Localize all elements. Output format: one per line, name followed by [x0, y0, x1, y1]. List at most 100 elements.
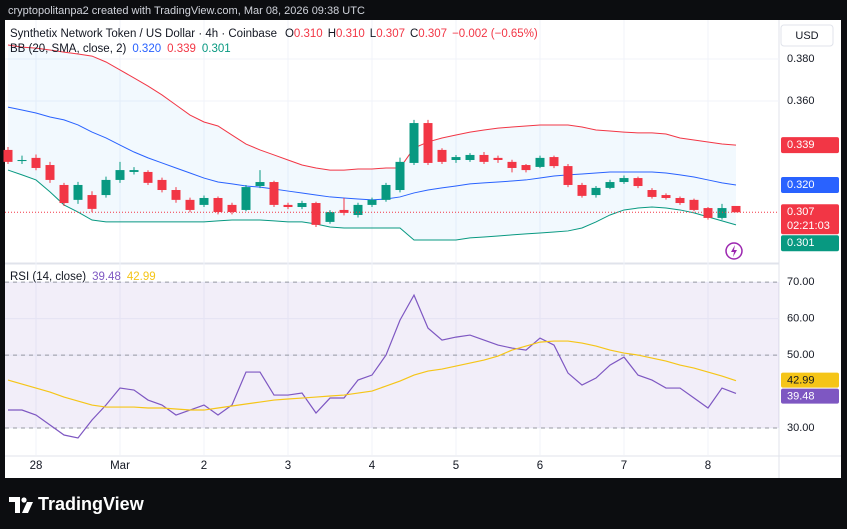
- candle-body: [535, 157, 545, 167]
- candle-body: [213, 197, 223, 213]
- y-tick-label: 60.00: [787, 313, 815, 325]
- candle-body: [521, 165, 531, 171]
- candle-body: [297, 203, 307, 208]
- candle-body: [339, 209, 349, 213]
- ohlc-value: 0.307: [376, 28, 405, 40]
- candle-body: [59, 184, 69, 204]
- rsi-line: [8, 293, 737, 439]
- badge-box: [781, 388, 839, 404]
- candle-body: [563, 166, 573, 185]
- badge-label: 39.48: [787, 391, 815, 403]
- candle-body: [31, 157, 41, 168]
- candle-body: [549, 157, 559, 167]
- candle-body: [129, 170, 139, 172]
- y-tick-label: 70.00: [787, 276, 815, 288]
- ohlc-value: 0.307: [418, 28, 447, 40]
- candle-body: [283, 204, 293, 208]
- panes: [3, 44, 779, 439]
- candle-body: [185, 199, 195, 210]
- candle-body: [465, 154, 475, 160]
- currency[interactable]: USD: [795, 30, 818, 42]
- y-tick-label: 50.00: [787, 349, 815, 361]
- candle-body: [661, 195, 671, 198]
- band-fill: [8, 44, 736, 240]
- rsi-legend-value: 39.48: [92, 271, 121, 283]
- candle-body: [367, 199, 377, 205]
- bollinger-line: [7, 44, 737, 171]
- x-tick-label: 8: [705, 460, 711, 472]
- candle-body: [423, 123, 433, 163]
- bb-legend-value: 0.301: [202, 43, 231, 55]
- candle-body: [703, 208, 713, 218]
- ohlc-label: O: [285, 28, 294, 40]
- candle-body: [633, 178, 643, 187]
- candle-body: [157, 179, 167, 191]
- candle-body: [689, 199, 699, 210]
- bb-legend-value: 0.339: [167, 43, 196, 55]
- ohlc-label: L: [370, 28, 377, 40]
- rsi-pane: [5, 281, 779, 439]
- price-badge: 0.301: [781, 235, 839, 252]
- candle-body: [451, 157, 461, 160]
- price-badge: 0.320: [781, 176, 839, 193]
- x-tick-label: 5: [453, 460, 459, 472]
- x-tick-label: 2: [201, 460, 207, 472]
- symbol-legend: Synthetix Network Token / US Dollar · 4h…: [10, 28, 538, 40]
- instrument: Synthetix Network Token / US Dollar · 4h…: [10, 28, 277, 40]
- bb-legend: BB (20, SMA, close, 2) 0.320 0.339 0.301: [10, 43, 231, 55]
- rsi-legend-text: RSI (14, close): [10, 271, 86, 283]
- candle-body: [675, 197, 685, 204]
- x-tick-label: 3: [285, 460, 291, 472]
- y-tick-label: 30.00: [787, 422, 815, 434]
- candle-body: [3, 149, 13, 162]
- alert-bolt: [731, 245, 737, 257]
- chart-area: [5, 20, 841, 478]
- bollinger-line: [7, 169, 737, 241]
- candle-body: [311, 203, 321, 225]
- badge-box: [781, 176, 839, 193]
- price-badge: 39.48: [781, 388, 839, 404]
- y-tick-label: 0.360: [787, 95, 815, 107]
- ohlc-label: H: [328, 28, 336, 40]
- candle-body: [717, 208, 727, 218]
- candle-body: [591, 187, 601, 196]
- candle-body: [507, 161, 517, 168]
- candle-body: [241, 187, 251, 210]
- ohlc-label: C: [410, 28, 418, 40]
- candle-body: [353, 204, 363, 215]
- badge-box: [781, 204, 839, 235]
- bb-legend-value: 0.320: [132, 43, 161, 55]
- candle-body: [269, 182, 279, 205]
- brand: TradingView: [38, 494, 145, 514]
- candle-body: [479, 154, 489, 162]
- candle-body: [115, 170, 125, 180]
- currency-button[interactable]: [780, 24, 834, 47]
- candle-body: [325, 212, 335, 222]
- candle-body: [605, 182, 615, 188]
- candle-body: [255, 182, 265, 187]
- countdown: 02:21:03: [787, 220, 830, 232]
- badge-label: 42.99: [787, 375, 815, 387]
- candle-body: [437, 149, 447, 162]
- rsi-line: [7, 340, 737, 411]
- price-pane: [3, 44, 779, 241]
- candle-body: [227, 204, 237, 213]
- candle-body: [409, 123, 419, 163]
- y-tick-label: 0.380: [787, 53, 815, 65]
- candle-body: [619, 178, 629, 183]
- badge-label: 0.320: [787, 179, 815, 191]
- credit: cryptopolitanpa2 created with TradingVie…: [8, 5, 365, 17]
- candle-body: [577, 184, 587, 196]
- candle-body: [143, 171, 153, 183]
- badge-box: [781, 372, 839, 388]
- badge-box: [781, 235, 839, 252]
- x-tick-label: 7: [621, 460, 627, 472]
- candle-body: [381, 184, 391, 200]
- candle-body: [17, 159, 27, 162]
- candle-body: [731, 205, 741, 213]
- logo: TradingView: [9, 494, 145, 514]
- price-badge: 0.339: [781, 137, 839, 154]
- badge-label: 0.301: [787, 237, 815, 249]
